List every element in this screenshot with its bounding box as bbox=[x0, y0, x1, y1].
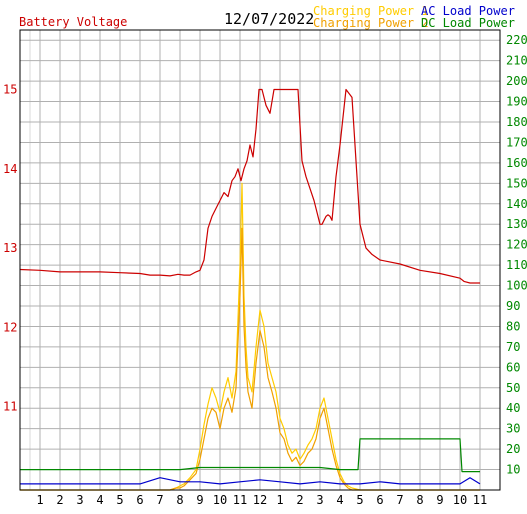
y-right-tick-label: 130 bbox=[506, 217, 527, 231]
x-tick-label: 10 bbox=[213, 493, 227, 507]
x-tick-label: 4 bbox=[336, 493, 343, 507]
y-right-tick-label: 20 bbox=[506, 442, 520, 456]
x-tick-label: 7 bbox=[396, 493, 403, 507]
series-line-ac-load-power bbox=[20, 477, 481, 485]
grid bbox=[20, 30, 500, 490]
x-tick-label: 8 bbox=[176, 493, 183, 507]
legend-charging-power-2: Charging Power 2 bbox=[313, 16, 429, 30]
y-right-tick-label: 50 bbox=[506, 381, 520, 395]
x-tick-label: 6 bbox=[136, 493, 143, 507]
x-tick-label: 2 bbox=[56, 493, 63, 507]
chart-date: 12/07/2022 bbox=[224, 10, 314, 28]
x-tick-label: 9 bbox=[196, 493, 203, 507]
legend-charging-power-1: Charging Power 1 bbox=[313, 4, 429, 18]
series-line-charging-power-2 bbox=[20, 227, 480, 491]
y-right-tick-label: 60 bbox=[506, 360, 520, 374]
series-line-battery-voltage bbox=[19, 88, 480, 284]
y-right-tick-label: 80 bbox=[506, 319, 520, 333]
x-tick-label: 1 bbox=[276, 493, 283, 507]
series-line-dc-load-power bbox=[20, 438, 480, 473]
x-tick-label: 10 bbox=[453, 493, 467, 507]
y-right-tick-label: 110 bbox=[506, 258, 527, 272]
x-tick-label: 11 bbox=[473, 493, 487, 507]
y-right-tick-label: 90 bbox=[506, 299, 520, 313]
y-left-tick-label: 13 bbox=[3, 241, 17, 255]
chart-title-battery-voltage: Battery Voltage bbox=[19, 15, 127, 29]
axis-labels: 1 2 3 4 5 6 7 8 9 10 11 12 1 2 3 4 5 6 7 8 9 10 11102030405060… bbox=[3, 33, 527, 507]
plot-frame bbox=[19, 29, 501, 491]
y-left-tick-label: 14 bbox=[3, 162, 17, 176]
y-left-tick-label: 15 bbox=[3, 82, 17, 96]
y-right-tick-label: 40 bbox=[506, 401, 520, 415]
y-right-tick-label: 170 bbox=[506, 135, 527, 149]
legend-dc-load-power: DC Load Power bbox=[421, 16, 515, 30]
x-tick-label: 5 bbox=[356, 493, 363, 507]
series-layer bbox=[19, 88, 481, 491]
y-right-tick-label: 30 bbox=[506, 422, 520, 436]
x-tick-label: 5 bbox=[116, 493, 123, 507]
y-right-tick-label: 190 bbox=[506, 95, 527, 109]
x-tick-label: 8 bbox=[416, 493, 423, 507]
x-tick-label: 3 bbox=[76, 493, 83, 507]
y-right-tick-label: 70 bbox=[506, 340, 520, 354]
y-right-tick-label: 200 bbox=[506, 74, 527, 88]
y-right-tick-label: 120 bbox=[506, 238, 527, 252]
series-line-charging-power-1 bbox=[20, 182, 480, 491]
x-tick-label: 9 bbox=[436, 493, 443, 507]
x-tick-label: 2 bbox=[296, 493, 303, 507]
y-right-tick-label: 100 bbox=[506, 279, 527, 293]
x-tick-label: 4 bbox=[96, 493, 103, 507]
y-right-tick-label: 180 bbox=[506, 115, 527, 129]
x-tick-label: 3 bbox=[316, 493, 323, 507]
x-tick-label: 6 bbox=[376, 493, 383, 507]
y-left-tick-label: 11 bbox=[3, 400, 17, 414]
x-tick-label: 12 bbox=[253, 493, 267, 507]
y-right-tick-label: 140 bbox=[506, 197, 527, 211]
x-tick-label: 1 bbox=[36, 493, 43, 507]
y-right-tick-label: 220 bbox=[506, 33, 527, 47]
y-right-tick-label: 10 bbox=[506, 463, 520, 477]
x-tick-label: 11 bbox=[233, 493, 247, 507]
y-right-tick-label: 150 bbox=[506, 176, 527, 190]
y-left-tick-label: 12 bbox=[3, 320, 17, 334]
legend-ac-load-power: AC Load Power bbox=[421, 4, 515, 18]
y-right-tick-label: 160 bbox=[506, 156, 527, 170]
x-tick-label: 7 bbox=[156, 493, 163, 507]
y-right-tick-label: 210 bbox=[506, 54, 527, 68]
